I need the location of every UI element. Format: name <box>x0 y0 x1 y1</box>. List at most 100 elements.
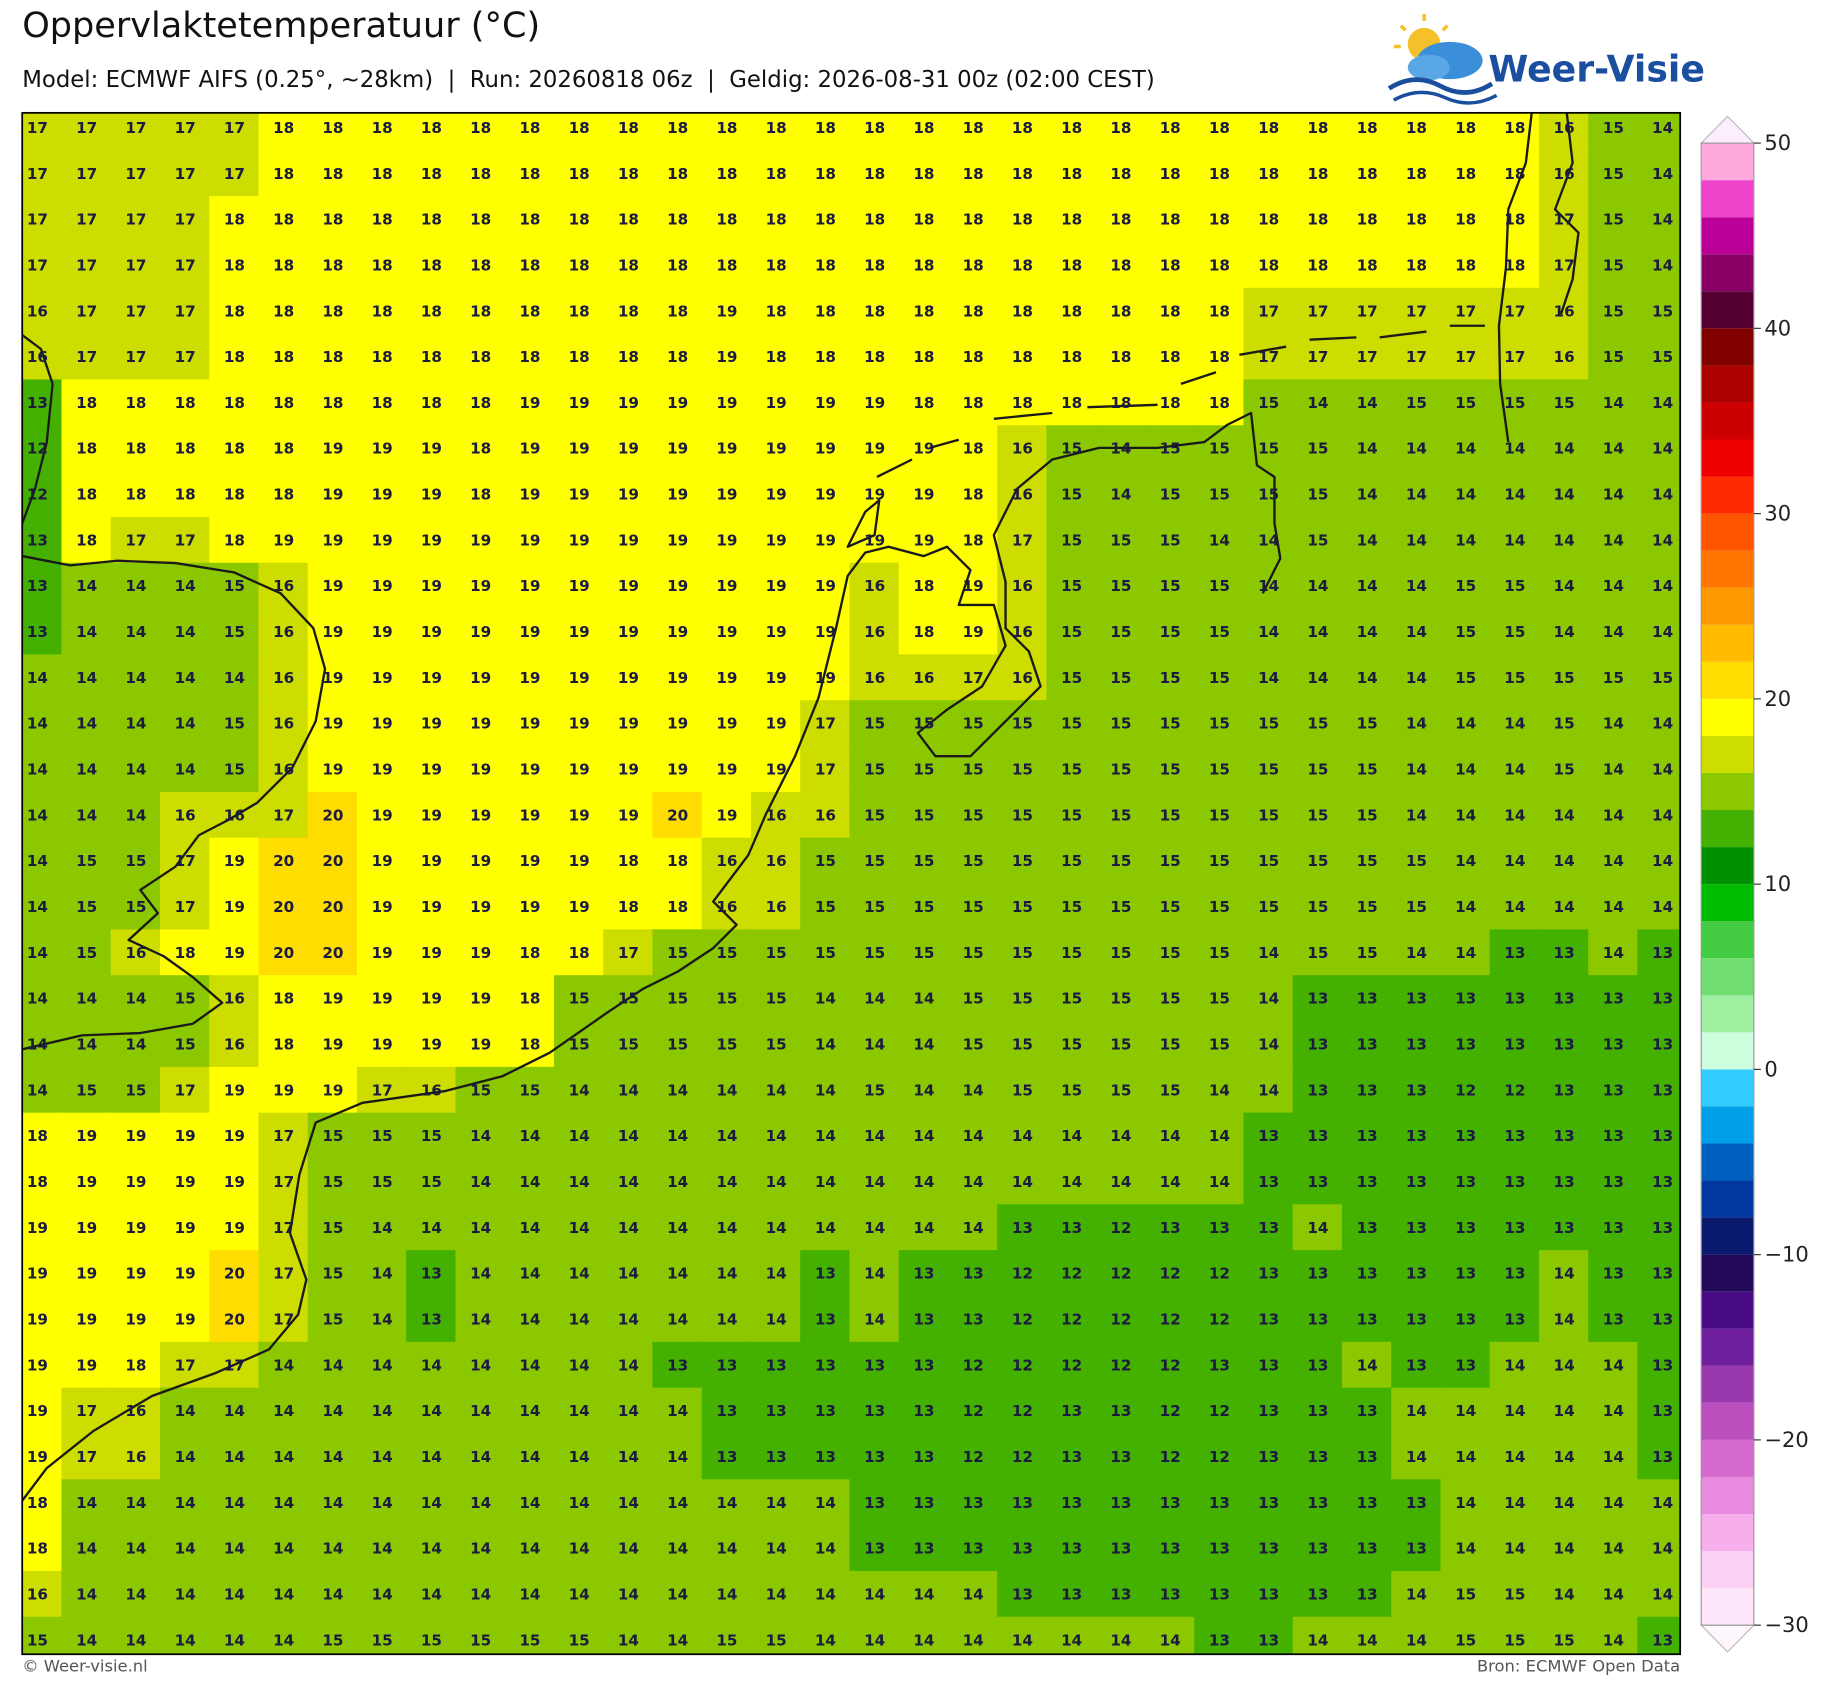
temperature-label: 14 <box>1652 1494 1673 1512</box>
temperature-label: 19 <box>125 1127 146 1145</box>
temperature-cell <box>603 287 654 335</box>
temperature-label: 19 <box>224 1173 245 1191</box>
temperature-cell <box>61 150 112 198</box>
temperature-cell <box>947 1204 999 1252</box>
temperature-label: 14 <box>1603 486 1624 504</box>
temperature-cell <box>1341 425 1393 473</box>
temperature-label: 12 <box>1160 1448 1181 1466</box>
temperature-label: 19 <box>618 623 639 641</box>
temperature-label: 14 <box>1110 1127 1131 1145</box>
temperature-cell <box>61 516 112 564</box>
temperature-cell <box>553 1295 605 1343</box>
temperature-cell <box>1637 1250 1681 1298</box>
temperature-label: 18 <box>569 165 590 183</box>
temperature-cell <box>159 654 211 702</box>
temperature-cell <box>603 1616 654 1655</box>
temperature-label: 14 <box>1012 1127 1033 1145</box>
temperature-cell <box>1489 1204 1541 1252</box>
colorbar-tick-label: 50 <box>1764 131 1791 155</box>
temperature-label: 15 <box>1357 944 1378 962</box>
temperature-label: 18 <box>1061 256 1082 274</box>
temperature-cell <box>1046 1387 1097 1435</box>
temperature-cell <box>1637 150 1681 198</box>
temperature-cell <box>307 975 359 1023</box>
temperature-cell <box>209 1066 260 1114</box>
temperature-cell <box>22 1387 63 1435</box>
temperature-cell <box>1637 287 1681 335</box>
temperature-cell <box>1095 196 1147 244</box>
temperature-label: 13 <box>1357 1127 1378 1145</box>
temperature-cell <box>800 112 851 152</box>
temperature-cell <box>701 1066 753 1114</box>
temperature-cell <box>307 562 359 610</box>
temperature-label: 15 <box>716 1036 737 1054</box>
temperature-label: 16 <box>864 623 885 641</box>
temperature-label: 12 <box>1061 1311 1082 1329</box>
colorbar-band <box>1701 921 1754 959</box>
temperature-cell <box>800 425 851 473</box>
temperature-label: 14 <box>273 1402 294 1420</box>
temperature-label: 14 <box>667 1494 688 1512</box>
temperature-cell <box>1637 1479 1681 1527</box>
temperature-label: 14 <box>815 1219 836 1237</box>
logo-wave <box>1392 90 1498 105</box>
temperature-cell <box>849 1250 900 1298</box>
temperature-cell <box>1292 1204 1344 1252</box>
temperature-cell <box>1588 1433 1639 1481</box>
temperature-cell <box>258 1479 309 1527</box>
temperature-label: 18 <box>372 394 393 412</box>
temperature-cell <box>110 471 162 519</box>
temperature-label: 18 <box>618 119 639 137</box>
temperature-label: 17 <box>372 1081 393 1099</box>
temperature-label: 13 <box>766 1448 787 1466</box>
temperature-label: 18 <box>470 348 491 366</box>
temperature-label: 13 <box>1357 1081 1378 1099</box>
temperature-cell <box>1489 929 1541 977</box>
temperature-cell <box>61 471 112 519</box>
temperature-label: 13 <box>1652 1036 1673 1054</box>
temperature-cell <box>1538 1204 1590 1252</box>
temperature-cell <box>1538 883 1590 931</box>
temperature-label: 14 <box>175 715 196 733</box>
temperature-label: 16 <box>125 944 146 962</box>
temperature-cell <box>1637 746 1681 794</box>
temperature-label: 13 <box>1504 944 1525 962</box>
temperature-label: 13 <box>1504 990 1525 1008</box>
temperature-cell <box>898 196 950 244</box>
temperature-label: 18 <box>76 531 97 549</box>
temperature-label: 14 <box>125 806 146 824</box>
temperature-cell <box>553 112 605 152</box>
temperature-label: 18 <box>273 1036 294 1054</box>
temperature-label: 14 <box>1455 1402 1476 1420</box>
temperature-cell <box>1095 333 1147 381</box>
temperature-cell <box>750 333 802 381</box>
temperature-label: 12 <box>1160 1402 1181 1420</box>
temperature-cell <box>1292 1295 1344 1343</box>
temperature-label: 15 <box>913 852 934 870</box>
temperature-cell <box>1046 791 1097 839</box>
temperature-label: 19 <box>175 1265 196 1283</box>
temperature-label: 19 <box>618 715 639 733</box>
temperature-label: 13 <box>716 1356 737 1374</box>
temperature-label: 13 <box>1357 1448 1378 1466</box>
temperature-label: 18 <box>1258 165 1279 183</box>
temperature-cell <box>504 425 556 473</box>
temperature-cell <box>1588 1204 1639 1252</box>
temperature-cell <box>1440 883 1491 931</box>
temperature-cell <box>1538 379 1590 427</box>
temperature-label: 12 <box>1209 1402 1230 1420</box>
temperature-cell <box>603 791 654 839</box>
temperature-label: 14 <box>815 1494 836 1512</box>
temperature-label: 19 <box>618 669 639 687</box>
colorbar-tick-label: −10 <box>1764 1243 1808 1267</box>
temperature-cell <box>1588 700 1639 748</box>
temperature-cell <box>1046 1112 1097 1160</box>
temperature-label: 13 <box>1012 1219 1033 1237</box>
temperature-label: 13 <box>1357 1402 1378 1420</box>
temperature-label: 15 <box>913 898 934 916</box>
temperature-label: 19 <box>322 577 343 595</box>
temperature-cell <box>1440 837 1491 885</box>
colorbar-band <box>1701 180 1754 218</box>
temperature-cell <box>209 608 260 656</box>
temperature-label: 12 <box>1061 1265 1082 1283</box>
